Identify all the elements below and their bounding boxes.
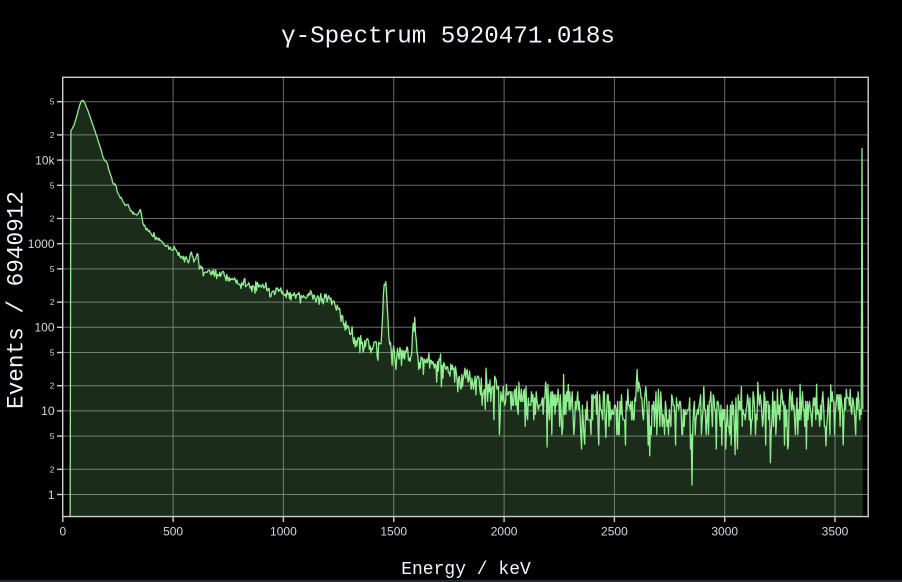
svg-text:1000: 1000	[270, 524, 297, 538]
svg-text:3500: 3500	[822, 524, 849, 538]
svg-text:2: 2	[50, 381, 55, 391]
svg-text:5: 5	[50, 97, 55, 107]
svg-text:2: 2	[50, 214, 55, 224]
svg-text:1500: 1500	[380, 524, 407, 538]
svg-text:1000: 1000	[28, 237, 55, 251]
svg-text:γ-Spectrum 5920471.018s: γ-Spectrum 5920471.018s	[281, 24, 615, 51]
svg-text:10k: 10k	[35, 153, 55, 167]
svg-text:Events / 6940912: Events / 6940912	[4, 191, 30, 409]
svg-text:10: 10	[41, 404, 55, 418]
svg-text:Energy / keV: Energy / keV	[401, 560, 531, 580]
svg-text:5: 5	[50, 180, 55, 190]
svg-text:2000: 2000	[491, 524, 518, 538]
svg-text:5: 5	[50, 264, 55, 274]
svg-text:2: 2	[50, 464, 55, 474]
svg-text:2500: 2500	[601, 524, 628, 538]
svg-text:5: 5	[50, 348, 55, 358]
svg-text:2: 2	[50, 130, 55, 140]
svg-text:0: 0	[59, 524, 66, 538]
svg-text:100: 100	[34, 321, 54, 335]
svg-text:500: 500	[163, 524, 183, 538]
svg-text:2: 2	[50, 297, 55, 307]
svg-text:1: 1	[48, 488, 55, 502]
svg-text:3000: 3000	[711, 524, 738, 538]
svg-text:5: 5	[50, 431, 55, 441]
